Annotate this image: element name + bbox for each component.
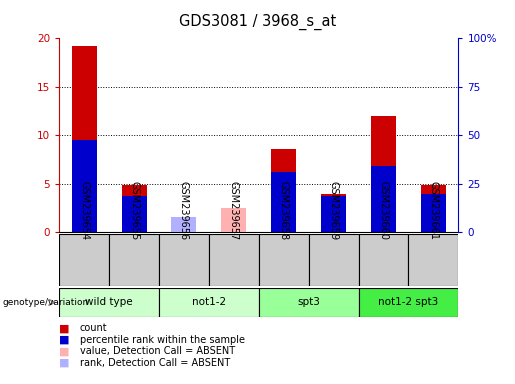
Bar bbox=[159, 288, 259, 317]
Bar bbox=[171, 217, 196, 232]
Text: ■: ■ bbox=[59, 335, 70, 345]
Bar bbox=[308, 234, 358, 286]
Bar bbox=[59, 288, 159, 317]
Bar bbox=[72, 46, 97, 232]
Text: GSM239659: GSM239659 bbox=[329, 181, 339, 240]
Text: count: count bbox=[80, 323, 108, 333]
Bar bbox=[321, 194, 346, 232]
Text: GSM239656: GSM239656 bbox=[179, 181, 189, 240]
Text: not1-2 spt3: not1-2 spt3 bbox=[379, 297, 439, 308]
Bar bbox=[358, 234, 408, 286]
Text: rank, Detection Call = ABSENT: rank, Detection Call = ABSENT bbox=[80, 358, 230, 368]
Bar bbox=[59, 234, 109, 286]
Bar bbox=[271, 172, 296, 232]
Text: GSM239658: GSM239658 bbox=[279, 181, 289, 240]
Text: ■: ■ bbox=[59, 358, 70, 368]
Bar bbox=[171, 224, 196, 232]
Bar bbox=[321, 197, 346, 232]
Text: GSM239661: GSM239661 bbox=[428, 182, 438, 240]
Bar bbox=[209, 234, 259, 286]
Text: GSM239655: GSM239655 bbox=[129, 181, 139, 240]
Text: GSM239660: GSM239660 bbox=[379, 182, 388, 240]
Text: value, Detection Call = ABSENT: value, Detection Call = ABSENT bbox=[80, 346, 235, 356]
Bar bbox=[259, 234, 308, 286]
Text: wild type: wild type bbox=[85, 297, 133, 308]
Text: GDS3081 / 3968_s_at: GDS3081 / 3968_s_at bbox=[179, 13, 336, 30]
Bar bbox=[271, 149, 296, 232]
Bar bbox=[109, 234, 159, 286]
Bar bbox=[421, 194, 446, 232]
Bar bbox=[408, 234, 458, 286]
Bar bbox=[371, 116, 396, 232]
Bar bbox=[72, 140, 97, 232]
Text: GSM239657: GSM239657 bbox=[229, 181, 239, 240]
Bar bbox=[221, 208, 246, 232]
Text: ■: ■ bbox=[59, 323, 70, 333]
Bar bbox=[122, 185, 147, 232]
Text: ■: ■ bbox=[59, 346, 70, 356]
Bar bbox=[421, 185, 446, 232]
Bar bbox=[371, 166, 396, 232]
Text: percentile rank within the sample: percentile rank within the sample bbox=[80, 335, 245, 345]
Bar bbox=[259, 288, 358, 317]
Text: spt3: spt3 bbox=[297, 297, 320, 308]
Text: GSM239654: GSM239654 bbox=[79, 181, 89, 240]
Text: genotype/variation: genotype/variation bbox=[3, 298, 89, 307]
Text: not1-2: not1-2 bbox=[192, 297, 226, 308]
Bar bbox=[358, 288, 458, 317]
Bar bbox=[122, 197, 147, 232]
Bar bbox=[159, 234, 209, 286]
